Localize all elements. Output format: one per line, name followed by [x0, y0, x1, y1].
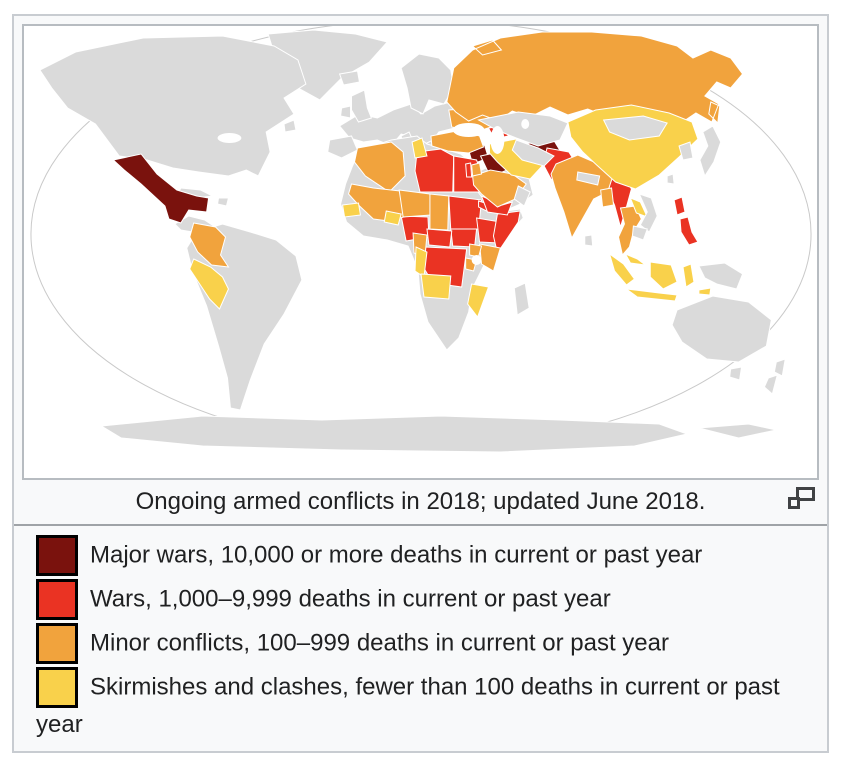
- landmass-japan: [699, 125, 722, 178]
- region-algeria: [353, 141, 406, 193]
- region-colombia: [189, 222, 230, 268]
- region-malaysia: [624, 252, 648, 266]
- landmass-oman: [513, 185, 531, 207]
- caption-row: Ongoing armed conflicts in 2018; updated…: [14, 480, 827, 524]
- landmass-sri-lanka: [584, 234, 594, 247]
- world-map-svg: [24, 26, 817, 478]
- region-burkina: [383, 210, 402, 226]
- magnify-icon[interactable]: [788, 487, 815, 509]
- landmass-north-america: [39, 35, 307, 177]
- magnify-icon-small-rect: [788, 497, 800, 509]
- legend-item-major-wars: Major wars, 10,000 or more deaths in cur…: [36, 535, 817, 576]
- region-mexico: [112, 153, 210, 224]
- landmass-mongolia: [602, 115, 668, 141]
- magnify-icon-large-rect: [796, 487, 815, 501]
- region-russia: [446, 31, 744, 125]
- legend-item-wars: Wars, 1,000–9,999 deaths in current or p…: [36, 579, 817, 620]
- landmass-nepal-bhutan: [576, 171, 601, 186]
- region-jordan: [471, 162, 483, 177]
- legend-label-major-wars: Major wars, 10,000 or more deaths in cur…: [90, 541, 703, 569]
- landmass-iceland: [338, 70, 361, 86]
- landmass-madagascar: [513, 282, 530, 316]
- region-sudan: [448, 195, 483, 231]
- region-peru: [189, 258, 230, 310]
- landmass-new-zealand-south: [763, 374, 779, 395]
- black-sea: [452, 123, 485, 137]
- thumbnail-frame: Ongoing armed conflicts in 2018; updated…: [12, 14, 829, 754]
- landmass-central-asia: [511, 139, 555, 167]
- legend-item-minor-conflicts: Minor conflicts, 100–999 deaths in curre…: [36, 623, 817, 664]
- great-lakes: [217, 133, 242, 143]
- legend-label-minor-conflicts: Minor conflicts, 100–999 deaths in curre…: [90, 629, 669, 657]
- landmass-vietnam: [638, 193, 658, 233]
- region-senegal: [342, 202, 362, 218]
- landmass-new-zealand-north: [773, 358, 786, 377]
- legend-item-skirmishes: Skirmishes and clashes, fewer than 100 d…: [36, 667, 817, 740]
- landmass-taiwan: [666, 173, 675, 185]
- legend-swatch-minor-conflicts: [36, 623, 78, 664]
- landmass-cambodia: [631, 225, 648, 241]
- legend-swatch-major-wars: [36, 535, 78, 576]
- lake-victoria: [471, 255, 482, 265]
- legend-label-wars: Wars, 1,000–9,999 deaths in current or p…: [90, 585, 611, 613]
- legend-label-skirmishes: Skirmishes and clashes, fewer than 100 d…: [36, 673, 780, 738]
- legend-swatch-wars: [36, 579, 78, 620]
- region-philippines: [673, 196, 699, 246]
- region-chad: [429, 193, 450, 231]
- landmass-antarctica: [99, 415, 777, 453]
- region-angola: [420, 273, 452, 300]
- landmass-scandinavia: [400, 53, 455, 115]
- map-image[interactable]: [22, 24, 819, 480]
- aral-sea: [521, 119, 530, 129]
- legend: Major wars, 10,000 or more deaths in cur…: [14, 526, 827, 751]
- legend-divider: [14, 524, 827, 526]
- landmass-hispaniola: [216, 197, 230, 207]
- region-bangladesh: [600, 187, 615, 208]
- landmass-papua: [698, 262, 744, 290]
- landmass-korea: [678, 141, 694, 161]
- landmass-iberia: [327, 135, 359, 159]
- landmass-ireland: [340, 105, 352, 119]
- region-mozambique: [467, 283, 490, 319]
- landmass-tasmania: [729, 366, 743, 381]
- region-niger: [398, 189, 432, 218]
- region-car: [426, 228, 453, 248]
- region-tunisia: [411, 137, 428, 159]
- caspian-sea: [490, 126, 505, 154]
- region-kenya: [478, 243, 502, 272]
- caption: Ongoing armed conflicts in 2018; updated…: [135, 488, 706, 515]
- landmass-australia: [671, 295, 772, 363]
- landmass-newfoundland: [283, 119, 297, 133]
- region-indonesia: [608, 252, 712, 302]
- landmass-south-america: [186, 223, 303, 411]
- legend-swatch-skirmishes: [36, 667, 78, 708]
- region-somalia: [492, 210, 521, 255]
- landmass-uk: [351, 89, 373, 123]
- region-israel: [465, 162, 473, 178]
